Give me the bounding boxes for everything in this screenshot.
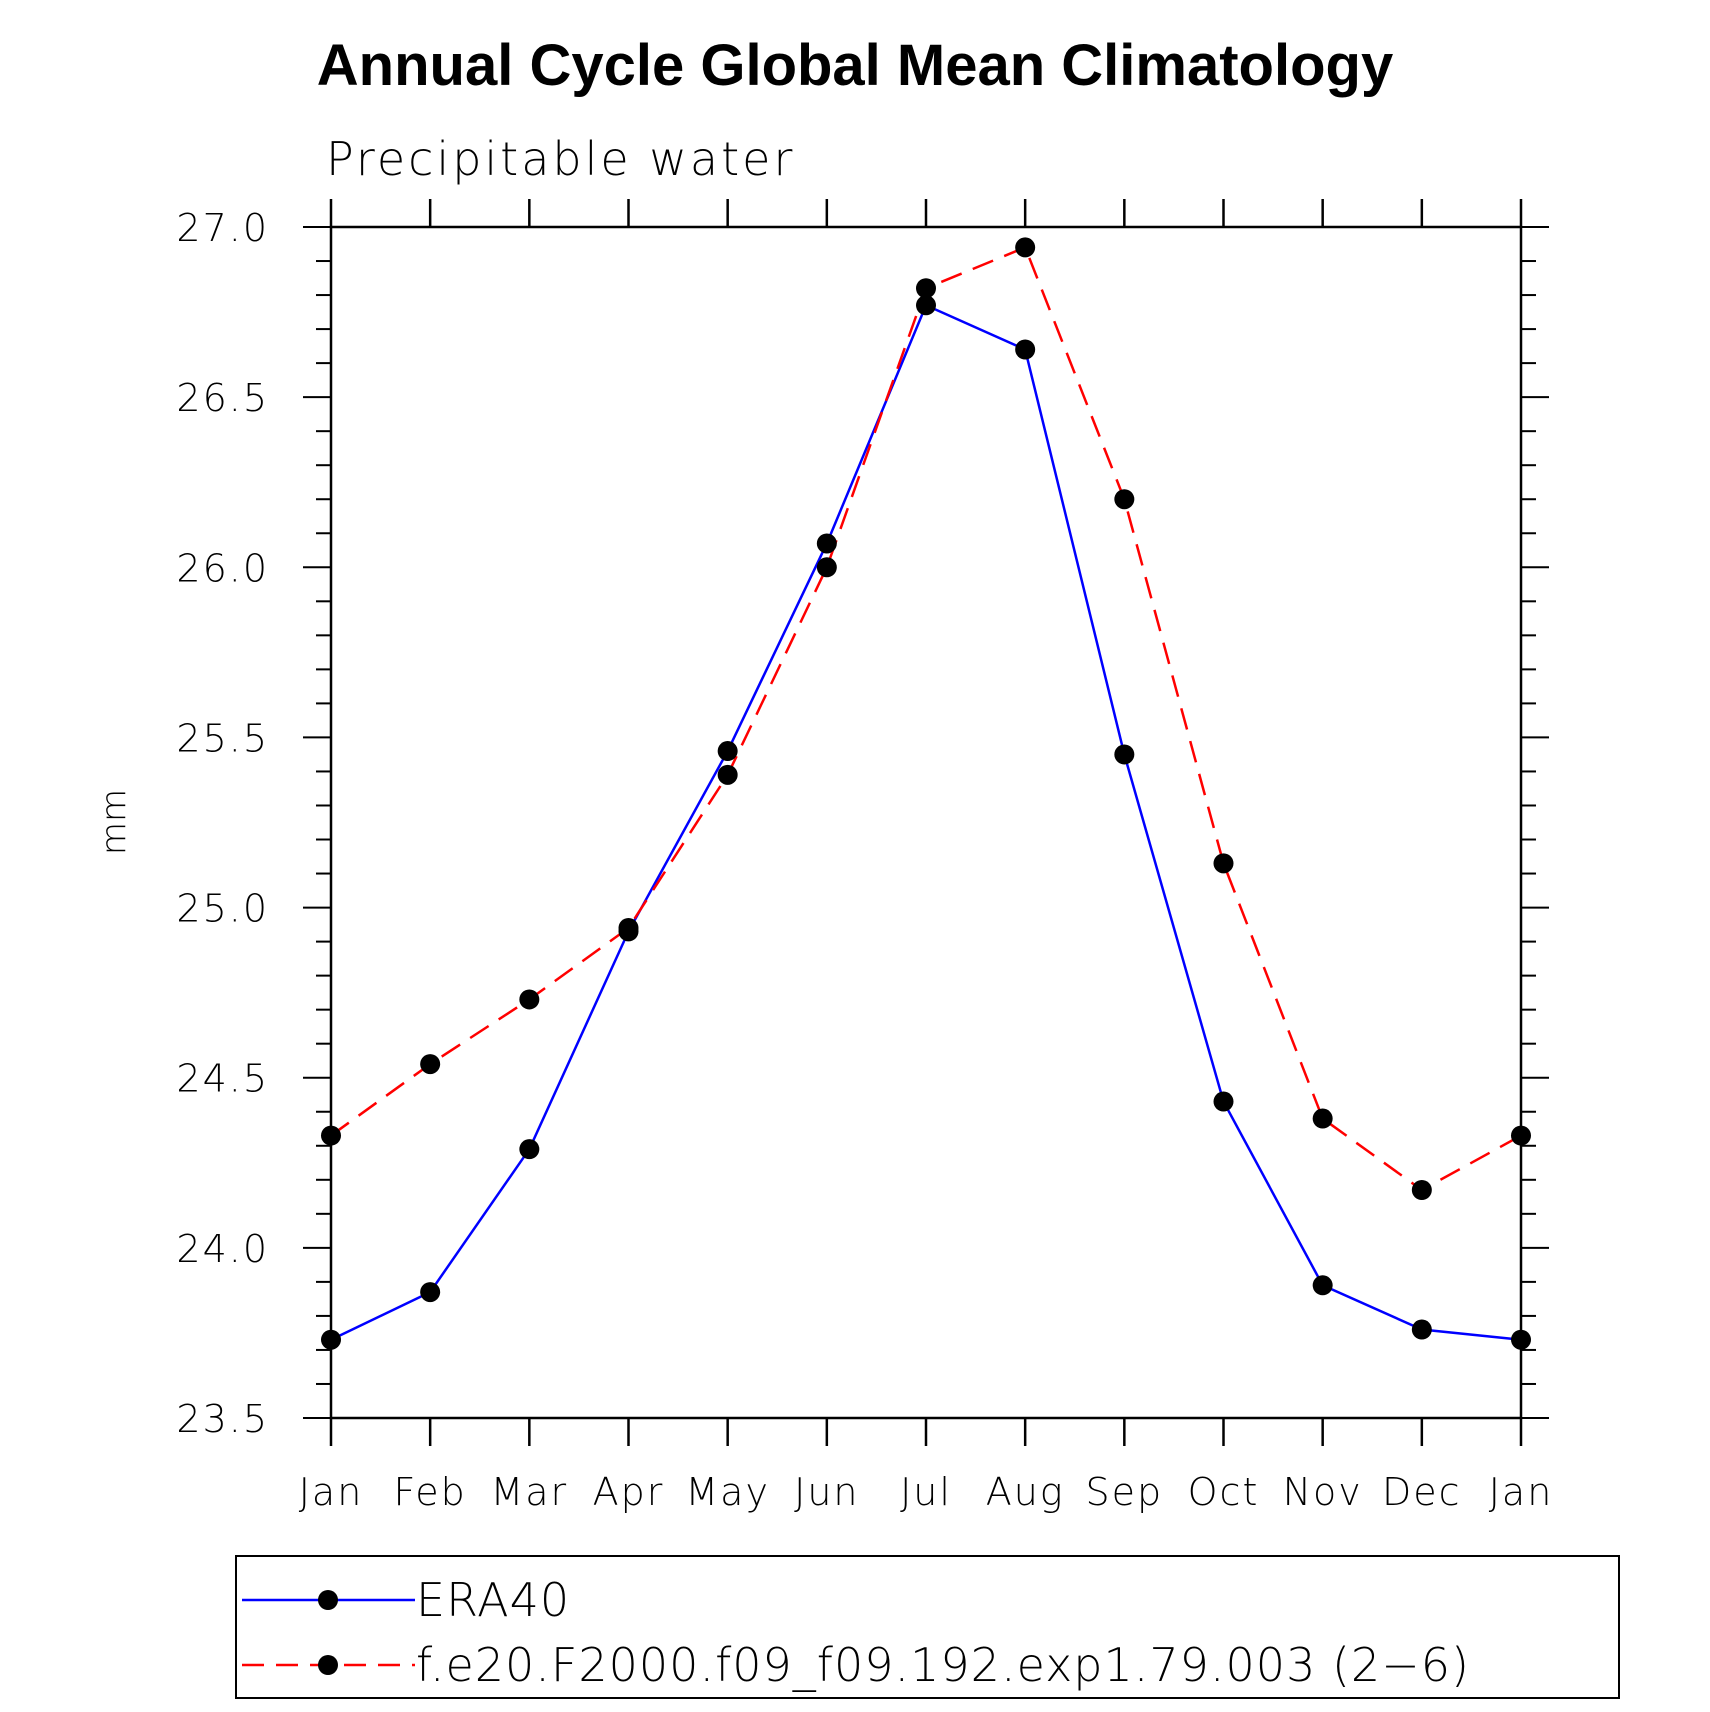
legend-label-2: f.e20.F2000.f09_f09.192.exp1.79.003 (2−6… — [416, 1638, 1470, 1692]
legend-box — [235, 1555, 1620, 1699]
y-tick-label: 26.0 — [176, 546, 269, 590]
y-tick-label: 27.0 — [176, 206, 269, 250]
legend-marker-2 — [318, 1655, 338, 1675]
y-tick-label: 23.5 — [176, 1397, 269, 1441]
x-tick-label: Feb — [394, 1470, 467, 1514]
series-1-point — [916, 295, 936, 316]
series-2-point — [519, 989, 540, 1010]
y-tick-label: 25.0 — [176, 887, 269, 931]
series-2-point — [717, 764, 738, 785]
chart-title: Annual Cycle Global Mean Climatology — [317, 33, 1393, 98]
series-2-point — [816, 557, 837, 578]
y-tick-label: 26.5 — [176, 376, 269, 420]
x-tick-label: Jun — [794, 1470, 859, 1514]
series-1-point — [519, 1139, 540, 1160]
x-tick-label: Apr — [593, 1470, 665, 1514]
x-tick-label: Mar — [490, 1470, 568, 1514]
series-2-point — [916, 278, 936, 299]
y-tick-label: 24.0 — [176, 1227, 269, 1271]
series-2-point — [321, 1125, 341, 1146]
series-1-point — [321, 1329, 341, 1350]
x-tick-label: Oct — [1188, 1470, 1260, 1514]
series-1-point — [717, 741, 738, 762]
series-1-point — [1015, 339, 1036, 360]
series-2-point — [1213, 853, 1234, 874]
series-2-point — [1411, 1180, 1432, 1201]
series-1-point — [1114, 744, 1135, 765]
series-1-point — [1411, 1319, 1432, 1340]
y-tick-label: 24.5 — [176, 1057, 269, 1101]
x-tick-label: Dec — [1382, 1470, 1462, 1514]
legend-marker-1 — [318, 1590, 338, 1610]
chart-subtitle: Precipitable water — [326, 132, 795, 186]
plot-layer: Jan Feb Mar Apr May Jun Jul Aug Sep Oct Nov Dec Jan 2… — [176, 199, 1554, 1514]
y-tick-label: 25.5 — [176, 716, 269, 760]
x-tick-label: Jan — [1489, 1470, 1554, 1514]
series-2-point — [1015, 237, 1036, 258]
x-tick-label: Aug — [986, 1470, 1065, 1514]
series-1-point — [1511, 1329, 1531, 1350]
plot-frame — [329, 225, 1523, 1420]
legend: ERA40 f.e20.F2000.f09_f09.192.exp1.79.003… — [235, 1555, 1620, 1699]
x-tick-label: Jul — [900, 1470, 952, 1514]
series-2-point — [1312, 1108, 1333, 1129]
series-1-point — [816, 533, 837, 554]
legend-label-1: ERA40 — [416, 1573, 570, 1627]
y-axis-label: mm — [94, 789, 134, 855]
series-1-point — [420, 1282, 441, 1303]
series-1-point — [1213, 1091, 1234, 1112]
series-2-point — [1511, 1125, 1531, 1146]
x-tick-label: May — [685, 1470, 770, 1514]
series-2-point — [618, 917, 639, 938]
series-line-2 — [330, 245, 1522, 1192]
x-tick-label: Jan — [299, 1470, 364, 1514]
series-2-point — [1114, 489, 1135, 510]
x-tick-label: Nov — [1283, 1470, 1363, 1514]
series-2-point — [420, 1054, 441, 1075]
series-line-1 — [330, 303, 1522, 1341]
series-1-point — [1312, 1275, 1333, 1296]
x-tick-label: Sep — [1086, 1470, 1164, 1514]
